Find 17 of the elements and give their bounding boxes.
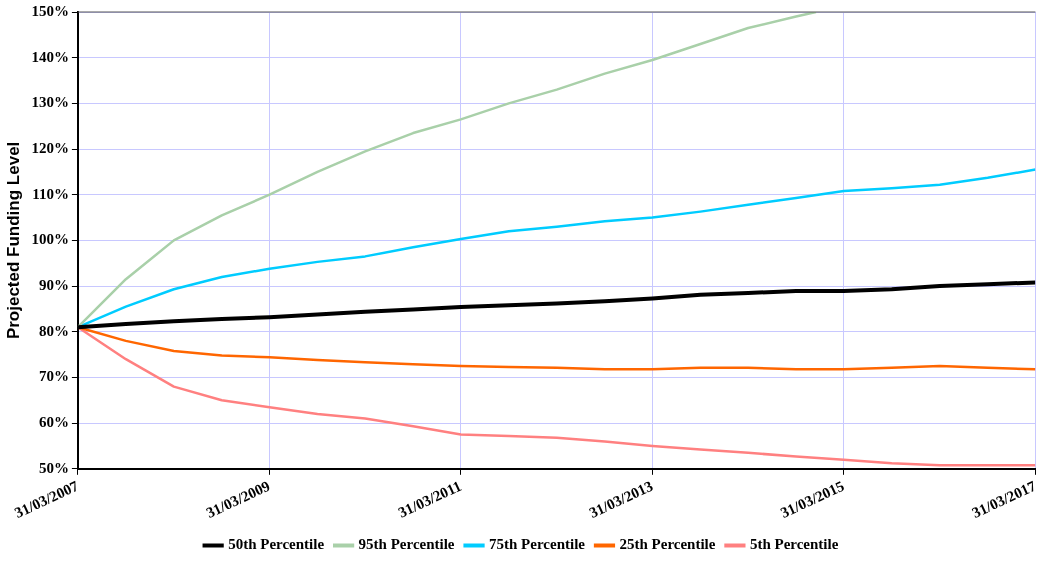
y-tick-label: 140% bbox=[31, 48, 69, 65]
y-tick-label: 90% bbox=[38, 276, 69, 293]
y-tick-label: 110% bbox=[32, 185, 69, 202]
y-tick-label: 50% bbox=[38, 459, 69, 476]
y-tick-label: 120% bbox=[31, 139, 69, 156]
legend-label: 95th Percentile bbox=[358, 536, 455, 553]
y-tick-label: 80% bbox=[38, 322, 69, 339]
y-tick-label: 100% bbox=[31, 231, 69, 248]
y-tick-label: 70% bbox=[38, 368, 69, 385]
legend-label: 5th Percentile bbox=[749, 536, 839, 553]
y-tick-label: 150% bbox=[31, 2, 69, 19]
y-axis-title: Projected Funding Level bbox=[3, 141, 23, 340]
legend-label: 75th Percentile bbox=[489, 536, 586, 553]
legend-label: 50th Percentile bbox=[228, 536, 325, 553]
legend-label: 25th Percentile bbox=[619, 536, 716, 553]
y-tick-label: 130% bbox=[31, 94, 69, 111]
y-tick-label: 60% bbox=[38, 414, 69, 430]
